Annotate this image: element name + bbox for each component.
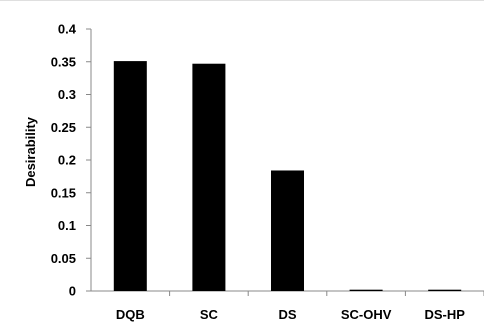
y-tick-label: 0.15	[51, 185, 76, 200]
bar-ds-hp	[428, 289, 462, 291]
y-tick-label: 0.2	[58, 153, 76, 168]
bar-ds	[270, 170, 305, 291]
y-tick-label: 0.3	[58, 87, 76, 102]
y-tick-label: 0.35	[51, 54, 76, 69]
y-axis-title: Desirability	[23, 116, 38, 187]
x-tick-label: DQB	[116, 307, 145, 322]
y-tick-label: 0.25	[51, 120, 76, 135]
y-tick-label: 0	[69, 284, 76, 299]
bar-sc-ohv	[349, 289, 383, 291]
x-tick-label: DS-HP	[424, 307, 465, 322]
x-tick-label: DS	[278, 307, 296, 322]
y-tick-label: 0.1	[58, 218, 76, 233]
x-tick-label: SC	[200, 307, 219, 322]
bar-sc	[192, 63, 226, 292]
x-tick-label: SC-OHV	[341, 307, 392, 322]
y-tick-label: 0.4	[58, 22, 77, 37]
bar-dqb	[113, 61, 147, 291]
y-tick-label: 0.05	[51, 251, 76, 266]
